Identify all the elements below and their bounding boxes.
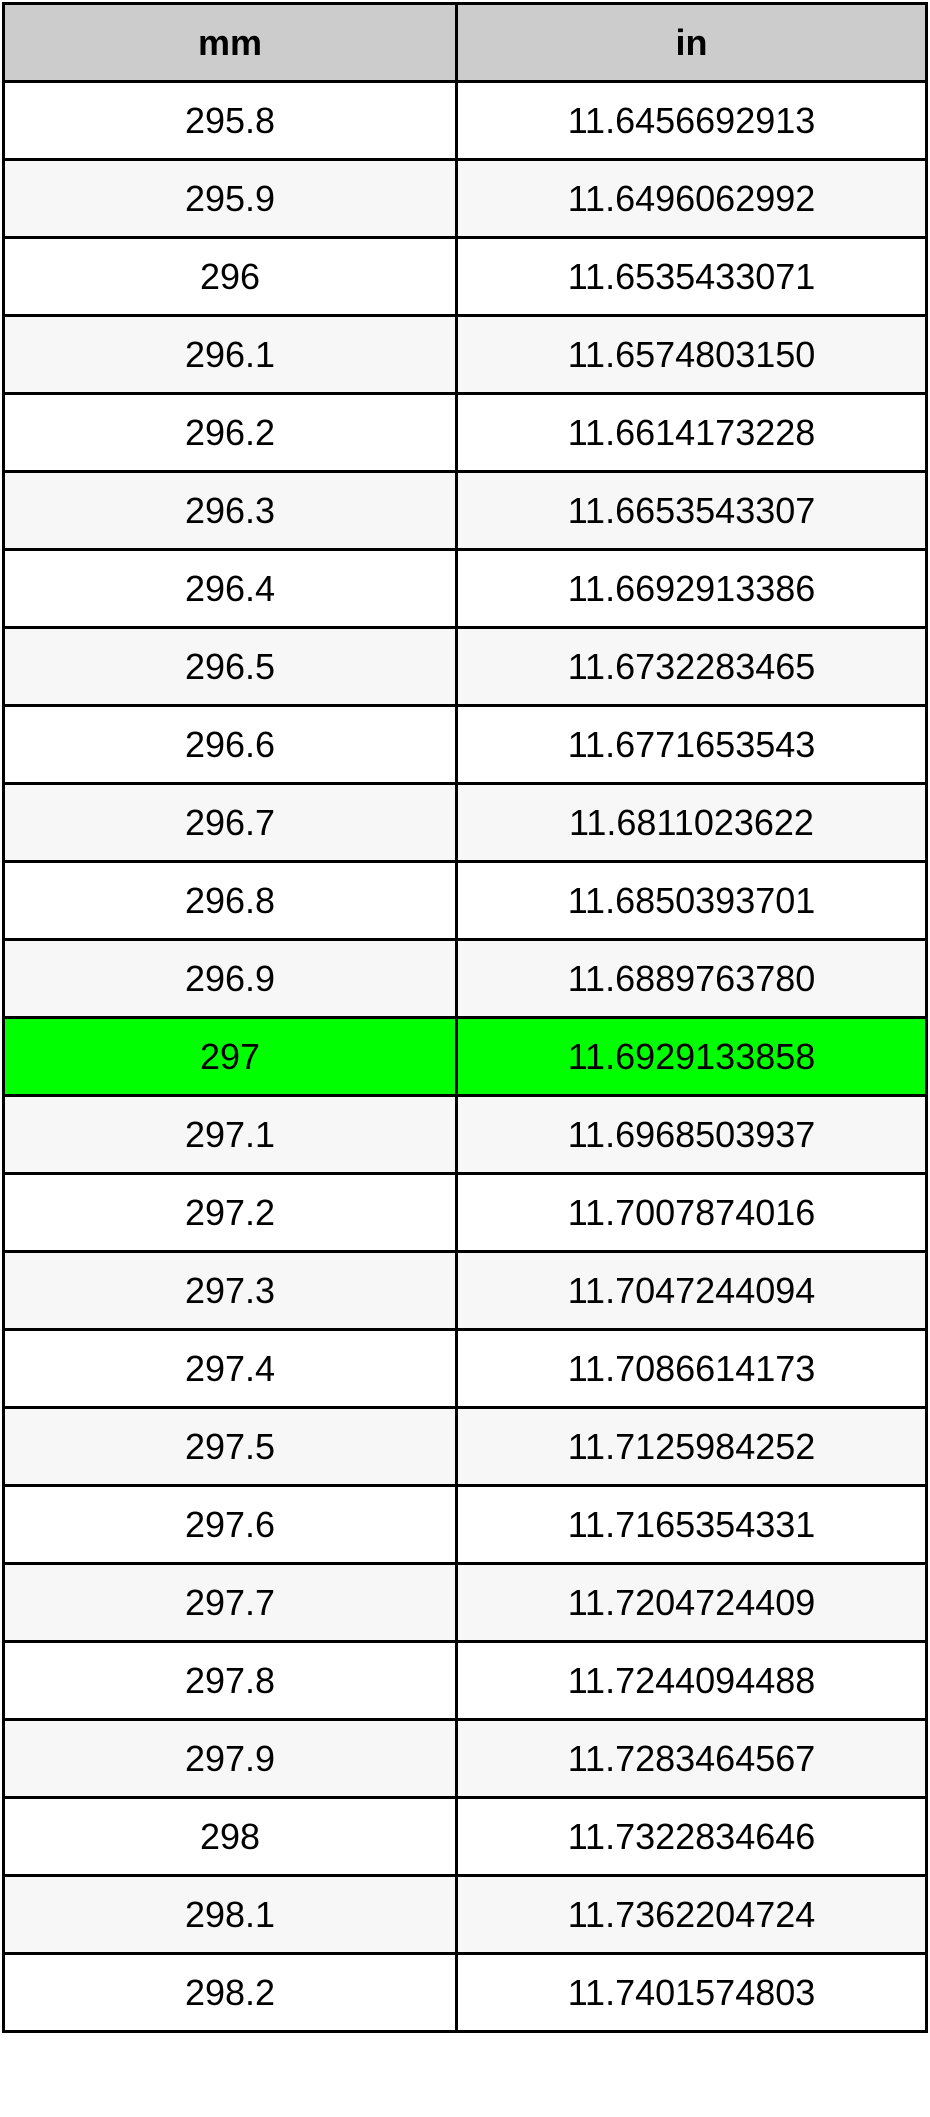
table-row: 297.3 11.7047244094 — [2, 1250, 928, 1331]
cell-in: 11.7204724409 — [455, 1562, 928, 1643]
cell-mm: 297.7 — [2, 1562, 458, 1643]
table-row: 296.3 11.6653543307 — [2, 470, 928, 551]
cell-in: 11.6496062992 — [455, 158, 928, 239]
table-row: 296.5 11.6732283465 — [2, 626, 928, 707]
cell-in: 11.6535433071 — [455, 236, 928, 317]
table-row: 295.9 11.6496062992 — [2, 158, 928, 239]
cell-mm: 297.1 — [2, 1094, 458, 1175]
table-row: 296.7 11.6811023622 — [2, 782, 928, 863]
table-row: 297.7 11.7204724409 — [2, 1562, 928, 1643]
table-row: 297.4 11.7086614173 — [2, 1328, 928, 1409]
cell-in: 11.7244094488 — [455, 1640, 928, 1721]
cell-in: 11.7086614173 — [455, 1328, 928, 1409]
cell-in: 11.7283464567 — [455, 1718, 928, 1799]
cell-mm: 295.9 — [2, 158, 458, 239]
table-row: 296.9 11.6889763780 — [2, 938, 928, 1019]
table-row: 297.1 11.6968503937 — [2, 1094, 928, 1175]
cell-mm: 296.7 — [2, 782, 458, 863]
table-row: 296.4 11.6692913386 — [2, 548, 928, 629]
table-row: 298.1 11.7362204724 — [2, 1874, 928, 1955]
cell-mm: 297.9 — [2, 1718, 458, 1799]
table-row: 296.2 11.6614173228 — [2, 392, 928, 473]
cell-in: 11.6653543307 — [455, 470, 928, 551]
cell-mm: 295.8 — [2, 80, 458, 161]
table-row: 298.2 11.7401574803 — [2, 1952, 928, 2033]
cell-in: 11.7362204724 — [455, 1874, 928, 1955]
table-row-highlighted: 297 11.6929133858 — [2, 1016, 928, 1097]
cell-mm: 297.4 — [2, 1328, 458, 1409]
table-row: 297.6 11.7165354331 — [2, 1484, 928, 1565]
cell-in: 11.6732283465 — [455, 626, 928, 707]
header-row: mm in — [2, 2, 928, 83]
cell-mm: 296.5 — [2, 626, 458, 707]
table-row: 295.8 11.6456692913 — [2, 80, 928, 161]
cell-in: 11.6456692913 — [455, 80, 928, 161]
cell-mm: 297.5 — [2, 1406, 458, 1487]
cell-mm: 296.8 — [2, 860, 458, 941]
cell-in: 11.6771653543 — [455, 704, 928, 785]
cell-mm: 298 — [2, 1796, 458, 1877]
cell-in: 11.6574803150 — [455, 314, 928, 395]
cell-in: 11.6889763780 — [455, 938, 928, 1019]
cell-mm: 298.2 — [2, 1952, 458, 2033]
cell-mm: 297.6 — [2, 1484, 458, 1565]
cell-in: 11.6929133858 — [455, 1016, 928, 1097]
table-row: 296.6 11.6771653543 — [2, 704, 928, 785]
cell-mm: 296.4 — [2, 548, 458, 629]
cell-mm: 296.9 — [2, 938, 458, 1019]
table-row: 296.1 11.6574803150 — [2, 314, 928, 395]
cell-in: 11.6968503937 — [455, 1094, 928, 1175]
cell-mm: 297.8 — [2, 1640, 458, 1721]
cell-mm: 296.1 — [2, 314, 458, 395]
cell-in: 11.6850393701 — [455, 860, 928, 941]
header-in: in — [455, 2, 928, 83]
table-row: 298 11.7322834646 — [2, 1796, 928, 1877]
cell-in: 11.7401574803 — [455, 1952, 928, 2033]
cell-mm: 297.2 — [2, 1172, 458, 1253]
cell-in: 11.7047244094 — [455, 1250, 928, 1331]
cell-in: 11.7165354331 — [455, 1484, 928, 1565]
cell-in: 11.6811023622 — [455, 782, 928, 863]
cell-mm: 298.1 — [2, 1874, 458, 1955]
table-row: 296 11.6535433071 — [2, 236, 928, 317]
cell-in: 11.6614173228 — [455, 392, 928, 473]
cell-mm: 296.2 — [2, 392, 458, 473]
table-row: 296.8 11.6850393701 — [2, 860, 928, 941]
cell-in: 11.7322834646 — [455, 1796, 928, 1877]
cell-mm: 297 — [2, 1016, 458, 1097]
cell-mm: 296 — [2, 236, 458, 317]
conversion-table: mm in 295.8 11.6456692913 295.9 11.64960629… — [2, 2, 928, 2033]
cell-mm: 296.3 — [2, 470, 458, 551]
cell-mm: 296.6 — [2, 704, 458, 785]
cell-in: 11.7007874016 — [455, 1172, 928, 1253]
header-mm: mm — [2, 2, 458, 83]
table-row: 297.5 11.7125984252 — [2, 1406, 928, 1487]
table-row: 297.8 11.7244094488 — [2, 1640, 928, 1721]
table-row: 297.2 11.7007874016 — [2, 1172, 928, 1253]
cell-in: 11.7125984252 — [455, 1406, 928, 1487]
table-row: 297.9 11.7283464567 — [2, 1718, 928, 1799]
cell-mm: 297.3 — [2, 1250, 458, 1331]
cell-in: 11.6692913386 — [455, 548, 928, 629]
